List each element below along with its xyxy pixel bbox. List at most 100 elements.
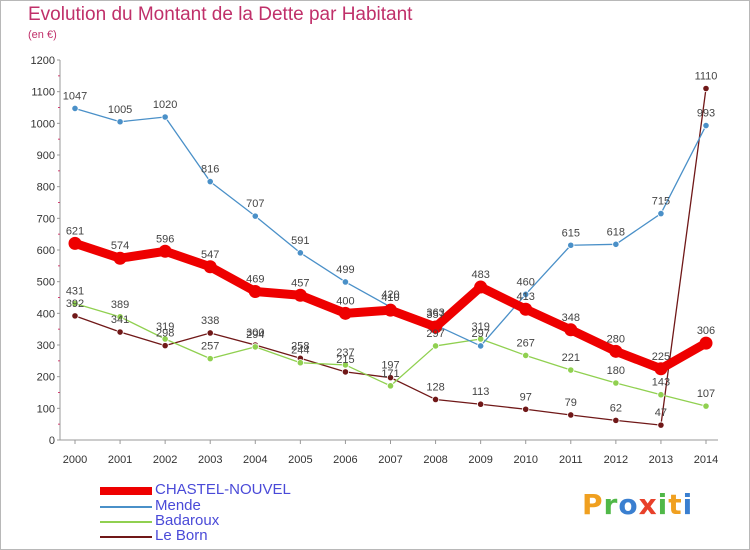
data-label-badaroux: 267: [517, 337, 535, 349]
data-label-chastel-nouvel: 469: [246, 273, 264, 285]
logo-letter: x: [638, 488, 658, 521]
logo-letter: t: [668, 488, 683, 521]
data-point-le-born: [477, 400, 485, 408]
data-point-le-born: [702, 84, 710, 93]
data-label-le-born: 341: [111, 314, 129, 326]
data-point-badaroux: [386, 382, 395, 390]
y-tick-label: 400: [37, 308, 55, 320]
legend-item-chastel-nouvel: CHASTEL-NOUVEL: [100, 481, 360, 498]
x-tick-label: 2002: [153, 454, 177, 466]
data-label-badaroux: 294: [246, 329, 264, 341]
data-label-chastel-nouvel: 457: [291, 277, 309, 289]
data-label-mende: 816: [201, 164, 219, 176]
data-label-badaroux: 237: [336, 347, 354, 359]
data-point-chastel-nouvel: [338, 306, 352, 320]
data-label-le-born: 258: [291, 340, 309, 352]
logo-letter: i: [657, 488, 669, 521]
data-label-mende: 499: [336, 264, 354, 276]
x-tick-label: 2014: [694, 454, 718, 466]
data-point-mende: [522, 290, 530, 298]
data-label-mende: 460: [517, 276, 535, 288]
data-label-le-born: 97: [520, 391, 532, 403]
data-point-le-born: [341, 368, 350, 376]
data-point-badaroux: [251, 343, 259, 351]
data-label-chastel-nouvel: 483: [471, 269, 489, 281]
legend-swatch-chastel-nouvel: [100, 487, 152, 495]
data-point-badaroux: [341, 361, 350, 369]
x-tick-label: 2008: [423, 454, 447, 466]
data-point-mende: [477, 342, 485, 350]
data-point-mende: [702, 121, 710, 130]
data-point-mende: [71, 104, 79, 113]
y-tick-label: 1000: [31, 118, 55, 130]
data-label-chastel-nouvel: 574: [111, 240, 129, 252]
data-point-mende: [612, 240, 620, 248]
x-tick-label: 2013: [649, 454, 673, 466]
data-label-badaroux: 297: [426, 328, 444, 340]
x-tick-label: 2012: [604, 454, 628, 466]
x-tick-label: 2001: [108, 454, 132, 466]
y-tick-label: 1200: [31, 55, 55, 67]
x-tick-label: 2004: [243, 454, 267, 466]
data-label-chastel-nouvel: 348: [562, 312, 580, 324]
data-label-chastel-nouvel: 225: [652, 351, 670, 363]
logo-letter: r: [603, 488, 619, 521]
data-label-chastel-nouvel: 621: [66, 225, 84, 237]
data-label-le-born: 392: [66, 298, 84, 310]
data-point-chastel-nouvel: [113, 251, 127, 265]
data-point-badaroux: [702, 402, 710, 410]
data-point-chastel-nouvel: [699, 336, 713, 350]
data-point-badaroux: [522, 351, 530, 360]
data-point-le-born: [522, 405, 530, 413]
data-label-chastel-nouvel: 280: [607, 333, 625, 345]
data-label-mende: 1047: [63, 90, 87, 102]
data-point-chastel-nouvel: [654, 362, 668, 376]
data-point-mende: [161, 113, 169, 121]
data-label-le-born: 300: [246, 327, 264, 339]
legend-swatch-le-born: [100, 536, 152, 538]
data-point-badaroux: [612, 379, 620, 387]
x-tick-label: 2003: [198, 454, 222, 466]
data-label-le-born: 1110: [695, 71, 718, 83]
y-tick-label: 600: [37, 245, 55, 257]
data-point-mende: [296, 249, 304, 257]
data-point-badaroux: [296, 359, 304, 367]
data-point-le-born: [657, 421, 665, 429]
data-point-le-born: [386, 374, 395, 382]
y-tick-label: 1100: [31, 87, 55, 99]
data-label-badaroux: 319: [471, 321, 489, 333]
data-point-badaroux: [71, 299, 79, 308]
data-label-mende: 363: [426, 307, 444, 319]
data-label-badaroux: 107: [697, 388, 715, 400]
data-point-chastel-nouvel: [609, 344, 623, 358]
chart-subtitle: (en €): [28, 29, 57, 41]
data-label-badaroux: 221: [562, 352, 580, 364]
data-label-chastel-nouvel: 413: [517, 291, 535, 303]
data-point-chastel-nouvel: [158, 244, 172, 258]
data-label-badaroux: 389: [111, 299, 129, 311]
data-point-chastel-nouvel: [293, 288, 307, 302]
data-label-chastel-nouvel: 357: [426, 309, 444, 321]
data-label-mende: 420: [381, 289, 399, 301]
data-label-mende: 1005: [108, 104, 132, 116]
y-tick-label: 700: [37, 213, 55, 225]
data-point-chastel-nouvel: [203, 260, 217, 274]
data-point-le-born: [567, 411, 575, 419]
data-label-mende: 993: [697, 108, 715, 120]
data-point-le-born: [206, 329, 214, 337]
data-label-badaroux: 143: [652, 377, 670, 389]
legend-item-mende: Mende: [100, 497, 360, 514]
data-label-le-born: 47: [655, 407, 667, 419]
y-tick-label: 800: [37, 182, 55, 194]
data-label-badaroux: 319: [156, 321, 174, 333]
data-point-badaroux: [431, 342, 440, 350]
data-label-le-born: 298: [156, 328, 174, 340]
data-label-chastel-nouvel: 400: [336, 295, 354, 307]
data-point-le-born: [431, 395, 440, 404]
data-point-mende: [341, 278, 350, 286]
data-point-badaroux: [161, 335, 169, 343]
data-point-badaroux: [657, 391, 665, 399]
data-label-badaroux: 431: [66, 286, 84, 298]
